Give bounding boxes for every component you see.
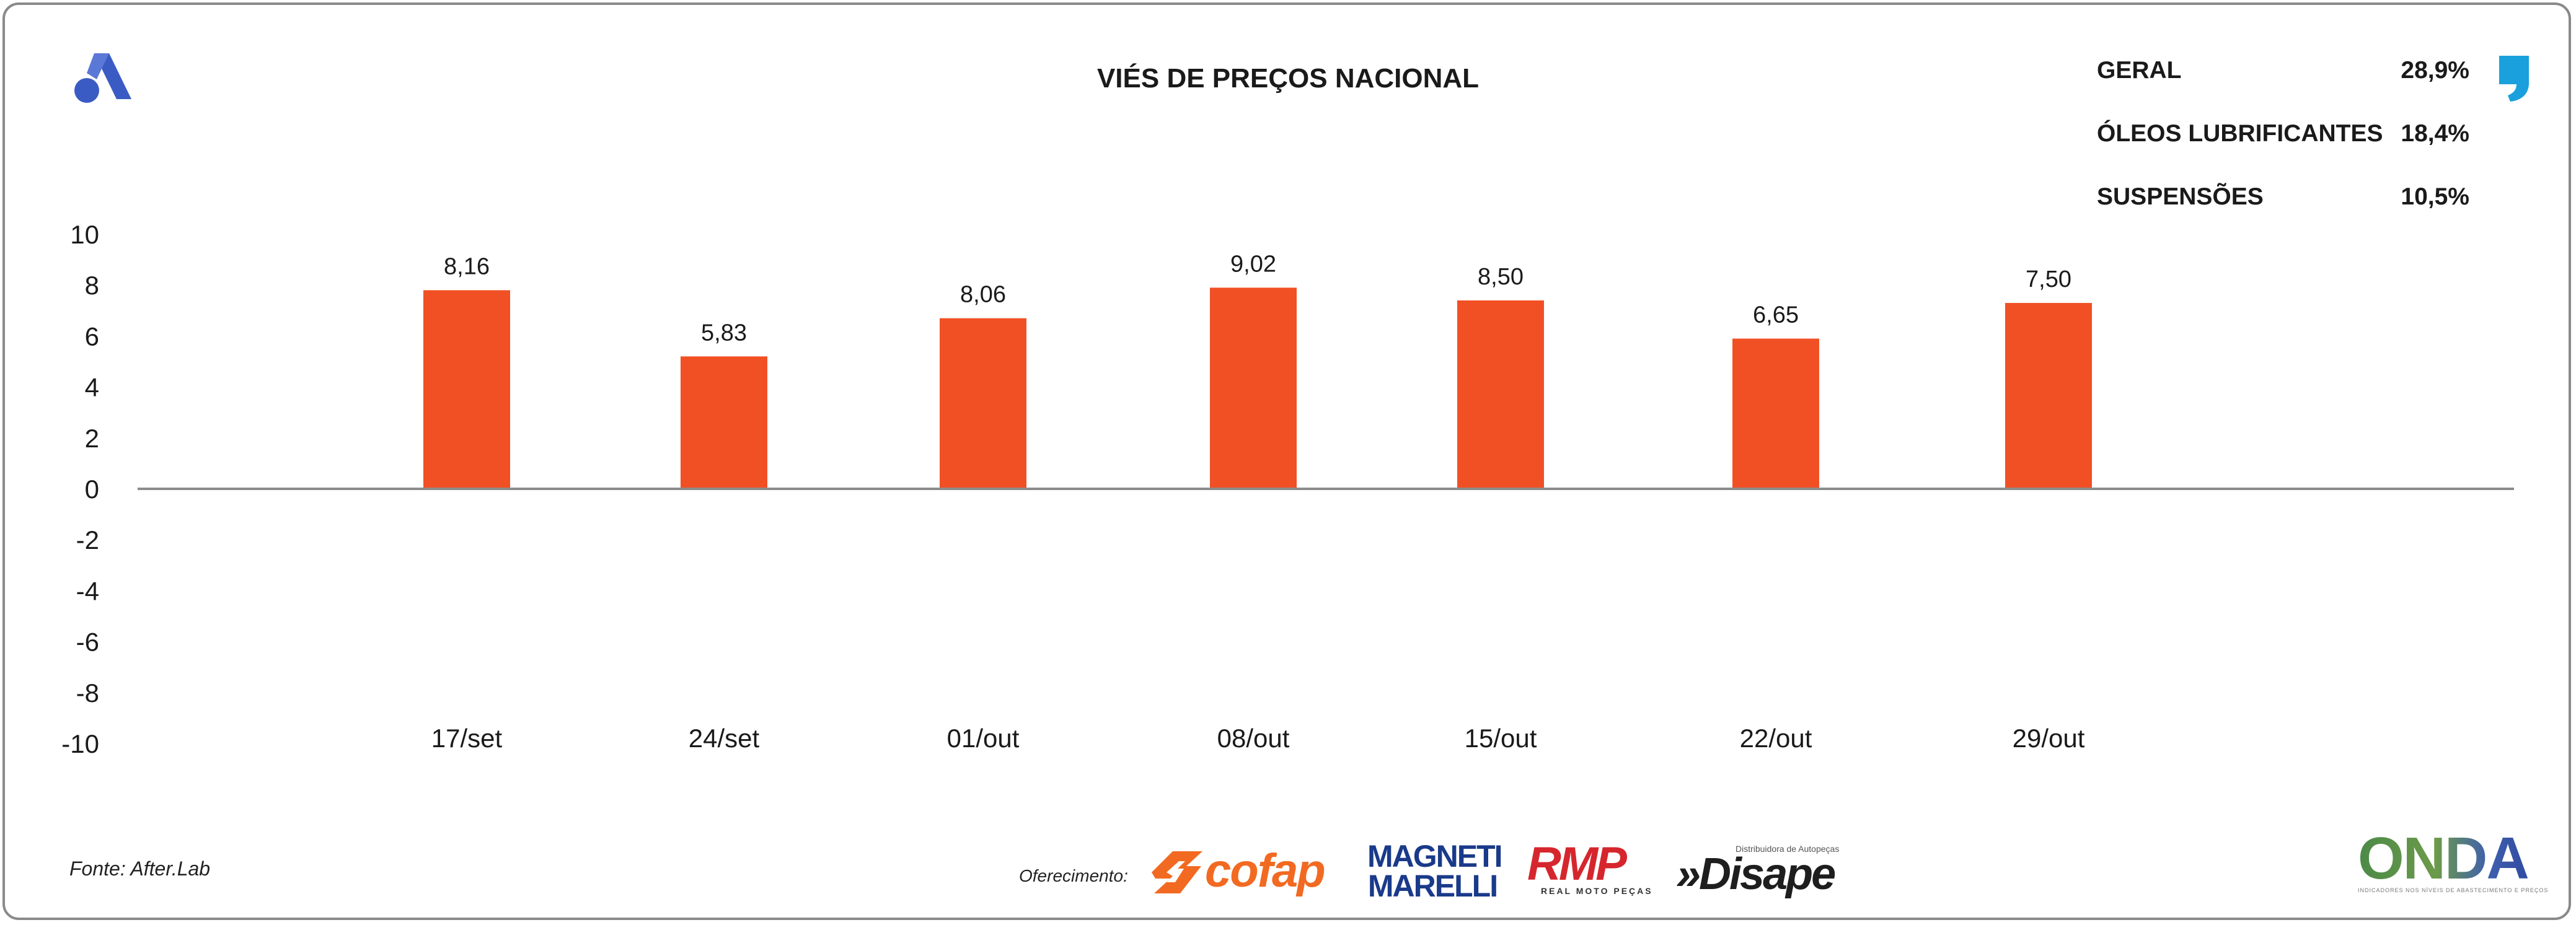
y-tick-label: -10 <box>61 729 99 758</box>
rmp-logo: RMP REAL MOTO PEÇAS <box>1527 838 1657 897</box>
onda-wordmark: ONDA <box>2358 829 2531 888</box>
y-tick-label: -8 <box>76 678 99 708</box>
x-category-label: 24/set <box>689 724 760 753</box>
disape-tagline: Distribuidora de Autopeças <box>1736 844 1840 854</box>
data-label: 8,06 <box>960 282 1006 308</box>
y-tick-label: -6 <box>76 628 99 657</box>
data-label: 5,83 <box>701 320 747 346</box>
stat-label-oleos: ÓLEOS LUBRIFICANTES <box>2097 120 2383 147</box>
x-category-label: 01/out <box>947 724 1020 753</box>
y-tick-label: -2 <box>76 525 99 555</box>
onda-subtitle: INDICADORES NOS NÍVEIS DE ABASTECIMENTO … <box>2358 887 2549 893</box>
quote-mark-icon <box>2499 56 2529 102</box>
stat-label-geral: GERAL <box>2097 57 2182 84</box>
y-tick-label: 8 <box>85 271 99 300</box>
stat-value-oleos: 18,4% <box>2401 120 2469 147</box>
y-tick-label: -4 <box>76 576 99 605</box>
sponsor-label: Oferecimento: <box>1019 866 1128 885</box>
y-tick-label: 10 <box>70 220 99 249</box>
page-title: VIÉS DE PREÇOS NACIONAL <box>1096 63 1480 94</box>
x-category-label: 08/out <box>1217 724 1290 753</box>
data-label: 8,16 <box>444 253 490 279</box>
magneti-marelli-logo: MAGNETI MARELLI <box>1367 839 1503 903</box>
data-label: 6,65 <box>1753 302 1799 328</box>
disape-logo: Distribuidora de Autopeças »Disape <box>1676 844 1840 899</box>
y-tick-label: 4 <box>85 373 99 402</box>
x-category-label: 17/set <box>431 724 503 753</box>
rmp-subtitle: REAL MOTO PEÇAS <box>1541 886 1653 896</box>
y-tick-label: 2 <box>85 424 99 453</box>
stat-value-suspensoes: 10,5% <box>2401 183 2469 210</box>
x-category-label: 22/out <box>1740 724 1812 753</box>
stat-label-suspensoes: SUSPENSÕES <box>2097 183 2264 210</box>
marelli-word: MARELLI <box>1367 869 1498 903</box>
y-tick-label: 6 <box>85 322 99 351</box>
bar <box>940 318 1026 489</box>
onda-logo: ONDA INDICADORES NOS NÍVEIS DE ABASTECIM… <box>2358 829 2549 894</box>
disape-wordmark: »Disape <box>1676 849 1836 899</box>
rmp-wordmark: RMP <box>1527 838 1627 890</box>
bar <box>1457 300 1544 489</box>
x-category-label: 29/out <box>2013 724 2085 753</box>
magneti-word: MAGNETI <box>1367 839 1503 874</box>
y-tick-label: 0 <box>85 475 99 504</box>
afterlab-a-logo-icon <box>74 53 131 103</box>
data-label: 8,50 <box>1478 264 1524 290</box>
bar <box>1210 287 1297 489</box>
bar <box>2005 302 2092 489</box>
bar <box>681 356 767 489</box>
bar <box>1732 338 1819 489</box>
cofap-wordmark: cofap <box>1205 844 1326 897</box>
data-label: 9,02 <box>1230 251 1276 277</box>
bar <box>423 290 510 489</box>
x-category-label: 15/out <box>1465 724 1537 753</box>
data-label: 7,50 <box>2026 266 2071 292</box>
source-note: Fonte: After.Lab <box>69 857 211 880</box>
cofap-mark-icon <box>1152 851 1202 893</box>
stat-value-geral: 28,9% <box>2401 57 2469 84</box>
